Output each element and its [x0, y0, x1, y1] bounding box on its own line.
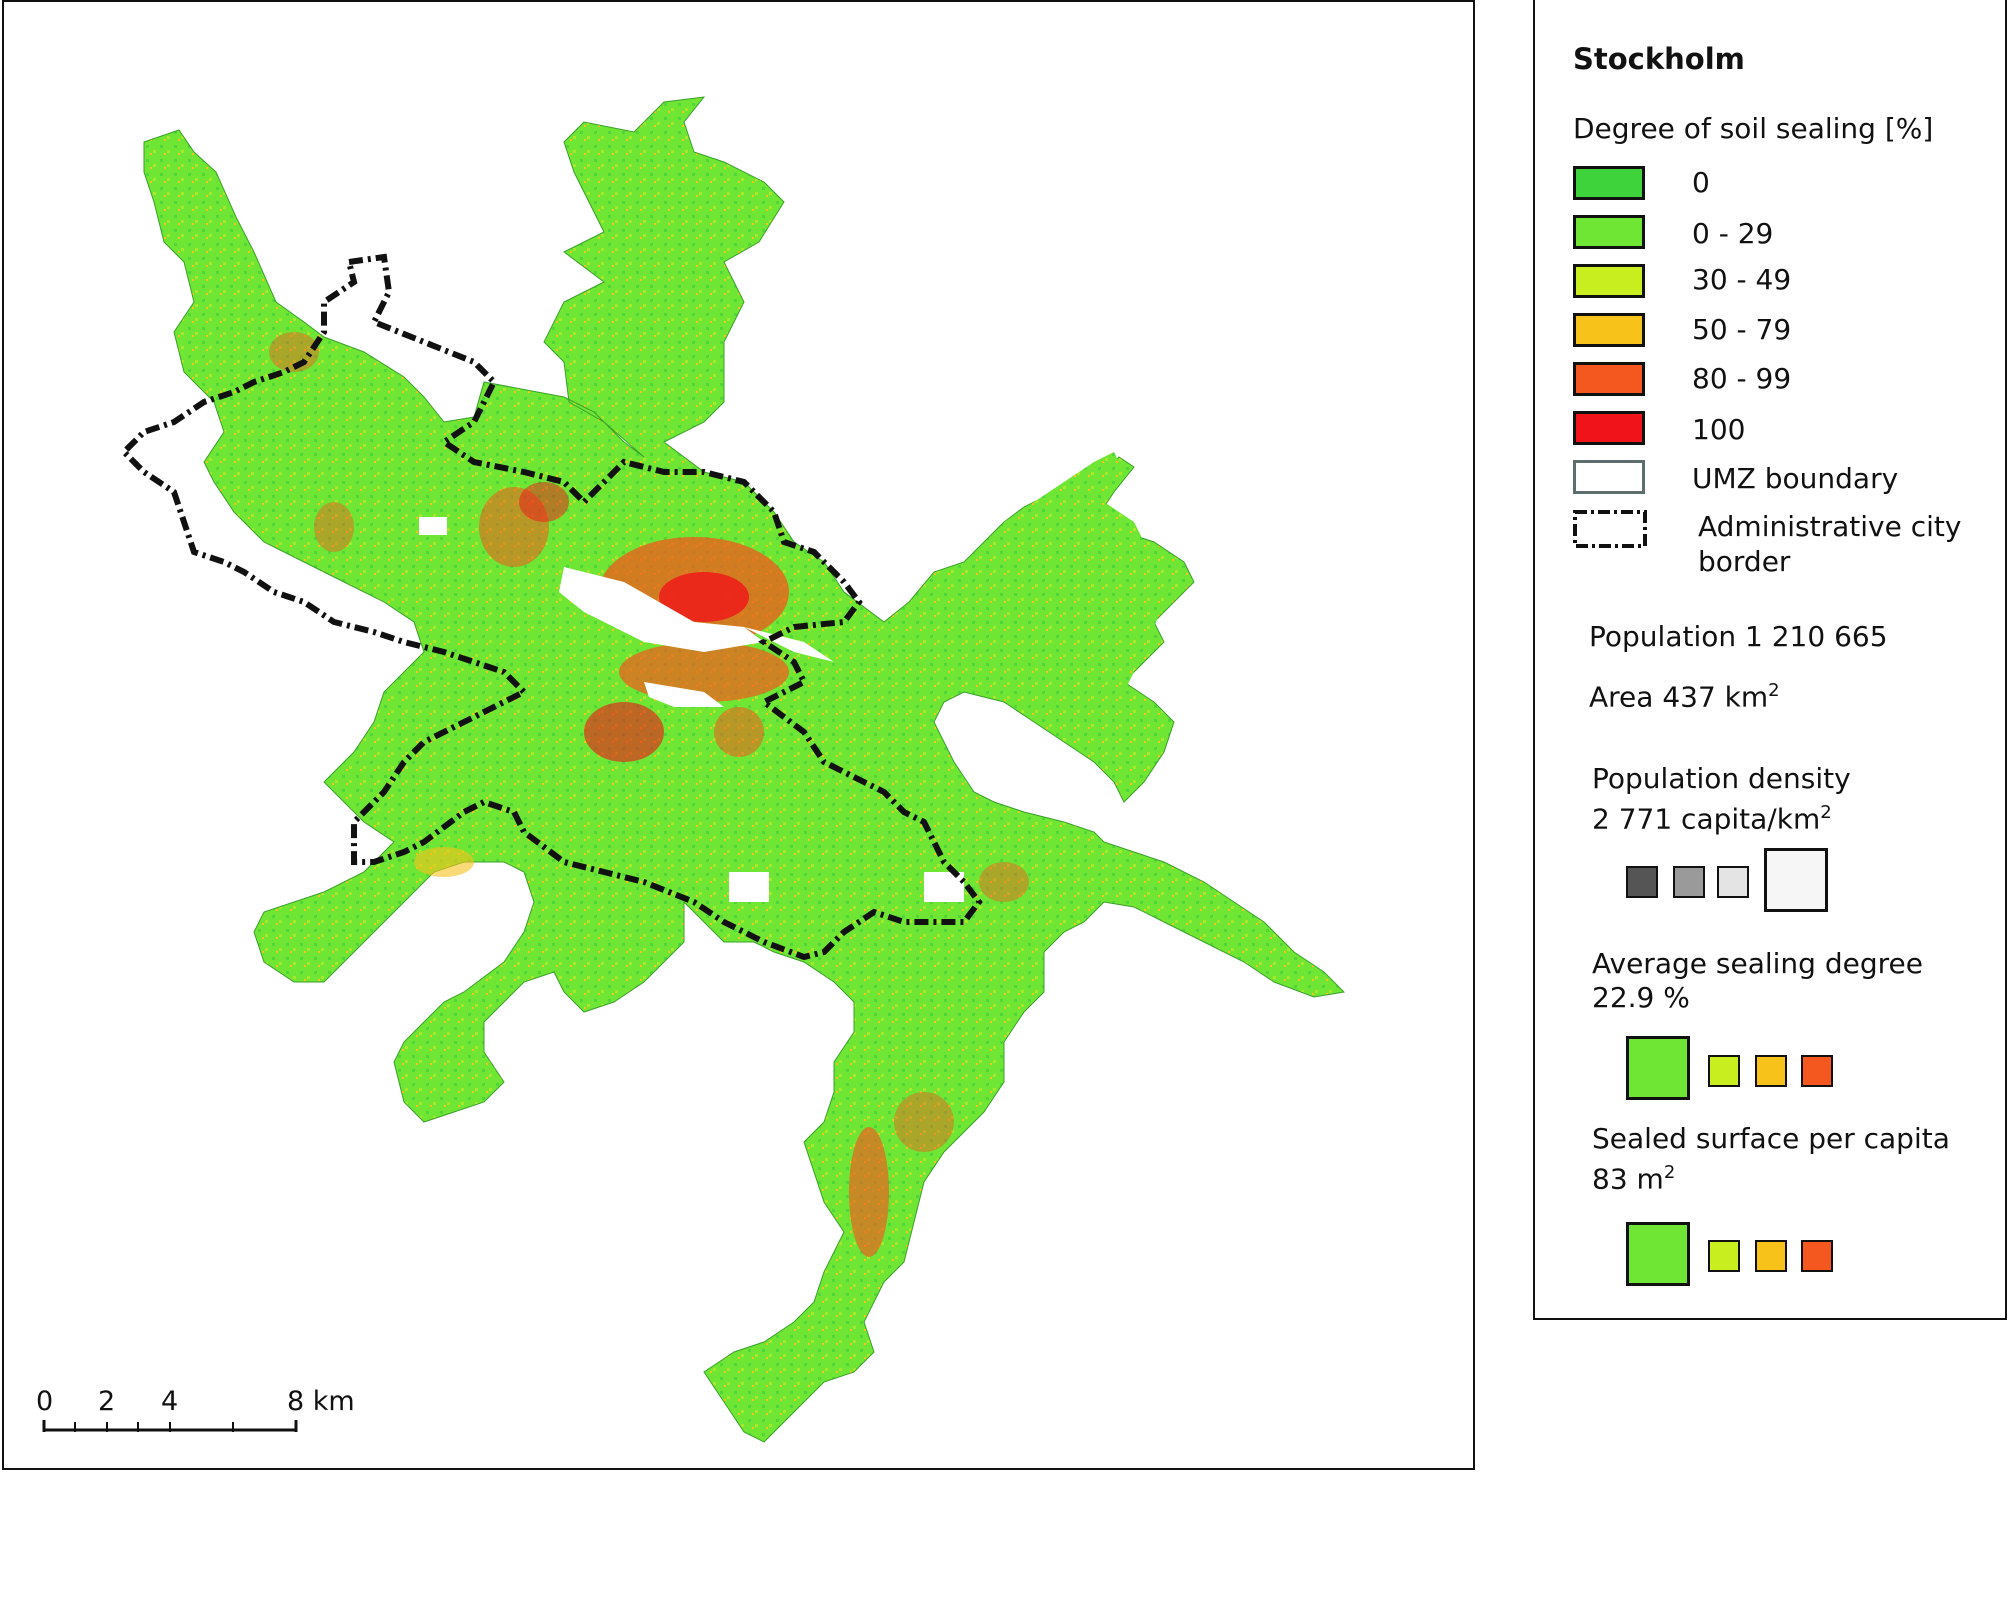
- map-frame[interactable]: 0 2 4 8 km: [2, 0, 1475, 1470]
- avg-sealing-heading: Average sealing degree: [1592, 947, 1923, 980]
- population-label: Population 1 210 665: [1589, 620, 1888, 653]
- sealed-square-yellowgreen: [1708, 1240, 1740, 1272]
- sealing-heading: Degree of soil sealing [%]: [1573, 112, 1934, 145]
- avg-sealing-value: 22.9 %: [1592, 981, 1690, 1014]
- scale-label-0: 0: [36, 1386, 54, 1417]
- density-square-1: [1626, 866, 1658, 898]
- swatch-class-0-29: [1573, 215, 1645, 249]
- water-gaps: [419, 517, 964, 902]
- class-label-30-49: 30 - 49: [1692, 263, 1792, 296]
- admin-city-border: [119, 253, 983, 961]
- scale-label-4: 4: [161, 1386, 179, 1417]
- avg-sealing-square-green: [1626, 1036, 1690, 1100]
- scale-bar: [42, 1420, 298, 1432]
- admin-border-label-1: Administrative city: [1698, 510, 1962, 543]
- sealed-square-orange: [1755, 1240, 1787, 1272]
- sealed-square-green: [1626, 1222, 1690, 1286]
- legend-title: Stockholm: [1573, 42, 1745, 76]
- sealed-per-capita-value: 83 m2: [1592, 1162, 1676, 1196]
- density-square-4: [1764, 848, 1828, 912]
- density-square-2: [1673, 866, 1705, 898]
- legend-panel: Stockholm Degree of soil sealing [%] 0 0…: [1533, 0, 2007, 1320]
- avg-sealing-square-yellowgreen: [1708, 1055, 1740, 1087]
- class-label-0: 0: [1692, 166, 1710, 199]
- density-square-3: [1717, 866, 1749, 898]
- umz-area: [143, 96, 1346, 1443]
- swatch-class-0: [1573, 166, 1645, 200]
- scale-label-2: 2: [98, 1386, 116, 1417]
- swatch-class-100: [1573, 411, 1645, 445]
- avg-sealing-square-orange: [1755, 1055, 1787, 1087]
- swatch-umz-boundary: [1573, 460, 1645, 494]
- area-label: Area 437 km2: [1589, 680, 1780, 714]
- swatch-class-80-99: [1573, 362, 1645, 396]
- sealed-per-capita-heading: Sealed surface per capita: [1592, 1122, 1950, 1155]
- sealed-square-red: [1801, 1240, 1833, 1272]
- class-label-100: 100: [1692, 413, 1746, 446]
- swatch-admin-border: [1573, 510, 1647, 548]
- admin-border-label-2: border: [1698, 545, 1791, 578]
- map-canvas[interactable]: [4, 2, 1475, 1470]
- ne-suburbs: [984, 452, 1164, 702]
- umz-boundary-label: UMZ boundary: [1692, 462, 1899, 495]
- avg-sealing-square-red: [1801, 1055, 1833, 1087]
- class-label-50-79: 50 - 79: [1692, 313, 1792, 346]
- class-label-0-29: 0 - 29: [1692, 217, 1774, 250]
- class-label-80-99: 80 - 99: [1692, 362, 1792, 395]
- swatch-class-50-79: [1573, 313, 1645, 347]
- pop-density-value: 2 771 capita/km2: [1592, 802, 1832, 836]
- pop-density-heading: Population density: [1592, 762, 1851, 795]
- swatch-class-30-49: [1573, 264, 1645, 298]
- scale-label-8km: 8 km: [287, 1386, 355, 1417]
